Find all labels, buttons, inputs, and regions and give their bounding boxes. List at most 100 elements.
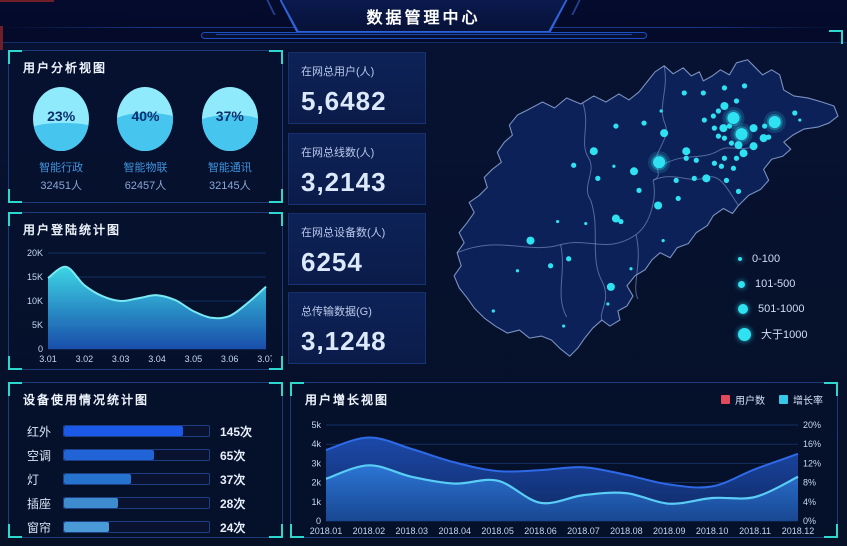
corner-decoration (269, 50, 283, 64)
gauge-count: 62457人 (124, 180, 167, 192)
gauge-group: 23% 智能行政 32451人 40% 智能物联 62457人 37% 智能通讯 32145人 (9, 79, 282, 193)
header-right-slash (571, 0, 599, 15)
svg-text:3.02: 3.02 (75, 354, 93, 364)
device-name: 窗帘 (27, 520, 52, 535)
header-underline-decoration (200, 32, 647, 39)
stat-label: 总传输数据(G) (301, 306, 372, 318)
user-gauge: 37% 智能通讯 32145人 (188, 87, 272, 193)
map-legend-row: 0-100 (738, 252, 831, 266)
legend-swatch (779, 395, 788, 404)
user-gauge: 40% 智能物联 62457人 (103, 87, 187, 193)
svg-text:5K: 5K (31, 320, 42, 330)
svg-text:0: 0 (316, 516, 321, 526)
panel-user-growth: 用户增长视图 用户数 增长率 0 0% 1k 4% 2k 8% 3k 12% 4k 16% 5k 20%… (290, 382, 838, 538)
map-legend-label: 大于1000 (761, 329, 808, 341)
map-legend-dot (738, 304, 748, 314)
red-accent-top (0, 0, 54, 2)
stat-value: 3,2143 (301, 167, 387, 197)
device-usage-row: 插座 28次 (9, 491, 282, 515)
svg-text:2018.06: 2018.06 (524, 526, 557, 536)
gauge-water-fill (201, 114, 258, 151)
legend-label: 增长率 (793, 396, 823, 407)
bar-track (63, 425, 210, 437)
gauge-circle: 23% (33, 87, 90, 151)
stat-card-online-lines: 在网总线数(人) 3,2143 (288, 133, 426, 205)
device-name: 空调 (27, 448, 52, 463)
svg-text:2018.02: 2018.02 (353, 526, 386, 536)
bar-fill (64, 522, 109, 532)
svg-text:1k: 1k (311, 497, 321, 507)
corner-decoration (8, 524, 22, 538)
panel-title: 用户分析视图 (23, 61, 108, 75)
map-svg (453, 59, 839, 357)
gauge-water-fill (33, 123, 90, 151)
stat-label: 在网总设备数(人) (301, 227, 386, 239)
map-legend-dot (738, 257, 742, 261)
svg-text:2018.07: 2018.07 (567, 526, 600, 536)
device-usage-value: 37次 (220, 472, 246, 487)
svg-text:2018.11: 2018.11 (739, 526, 771, 536)
device-usage-row: 空调 65次 (9, 443, 282, 467)
svg-text:3.03: 3.03 (111, 354, 129, 364)
header-left-slash (248, 0, 276, 15)
legend-item-rate[interactable]: 增长率 (779, 392, 823, 407)
panel-title: 用户增长视图 (305, 393, 390, 407)
device-usage-row: 窗帘 24次 (9, 515, 282, 539)
stat-value: 6254 (301, 247, 363, 277)
map-legend-row: 大于1000 (738, 327, 831, 341)
device-usage-value: 24次 (220, 520, 246, 535)
page-title: 数据管理中心 (366, 9, 481, 27)
svg-text:2018.05: 2018.05 (481, 526, 514, 536)
bar-track (63, 497, 210, 509)
gauge-label: 智能行政 (39, 162, 84, 174)
stat-label: 在网总线数(人) (301, 147, 375, 159)
svg-text:3.07: 3.07 (257, 354, 272, 364)
legend-label: 用户数 (735, 396, 765, 407)
svg-text:20K: 20K (26, 248, 42, 258)
corner-decoration (290, 382, 304, 396)
map-legend-label: 501-1000 (758, 303, 805, 315)
legend-swatch (721, 395, 730, 404)
stat-value: 3,1248 (301, 326, 387, 356)
gauge-label: 智能通讯 (207, 162, 252, 174)
device-usage-value: 28次 (220, 496, 246, 511)
corner-decoration (8, 189, 22, 203)
svg-text:3.01: 3.01 (39, 354, 57, 364)
legend-item-users[interactable]: 用户数 (721, 392, 765, 407)
device-name: 灯 (27, 472, 40, 487)
stat-card-online-devices: 在网总设备数(人) 6254 (288, 213, 426, 285)
corner-decoration (269, 212, 283, 226)
corner-decoration (269, 189, 283, 203)
map-legend-label: 0-100 (752, 253, 781, 265)
svg-text:4%: 4% (803, 497, 816, 507)
login-area-chart: 0 5K 10K 15K 20K 3.01 3.02 3.03 3.04 3.05 3.06 3.07 (26, 248, 272, 364)
device-usage-value: 65次 (220, 448, 246, 463)
svg-text:2018.03: 2018.03 (396, 526, 429, 536)
corner-decoration (824, 524, 838, 538)
bar-track (63, 449, 210, 461)
panel-user-analysis: 用户分析视图 23% 智能行政 32451人 40% 智能物联 62457人 37% 智能通讯… (8, 50, 283, 203)
region-map: 0-100 101-500 501-1000 大于1000 (430, 46, 842, 376)
header: 数据管理中心 (0, 0, 847, 50)
svg-text:15K: 15K (26, 272, 42, 282)
user-gauge: 23% 智能行政 32451人 (19, 87, 103, 193)
svg-text:2018.10: 2018.10 (696, 526, 729, 536)
gauge-percent-value: 23% (47, 108, 76, 124)
gauge-label: 智能物联 (123, 162, 168, 174)
stat-label: 在网总用户(人) (301, 66, 375, 78)
gauge-percent-value: 40% (131, 108, 160, 124)
svg-text:2018.08: 2018.08 (610, 526, 643, 536)
bar-fill (64, 498, 118, 508)
bar-fill (64, 474, 131, 484)
red-accent-left (0, 26, 3, 50)
svg-text:12%: 12% (803, 458, 821, 468)
map-district-borders (456, 65, 754, 321)
corner-decoration (269, 382, 283, 396)
panel-title: 用户登陆统计图 (23, 223, 122, 237)
corner-decoration (290, 524, 304, 538)
device-usage-bars: 红外 145次 空调 65次灯 37次 插座 28次 窗帘 24次 (9, 411, 282, 539)
svg-text:2k: 2k (311, 478, 321, 488)
gauge-water-fill (117, 112, 174, 151)
svg-text:3.04: 3.04 (148, 354, 166, 364)
device-usage-value: 145次 (220, 424, 253, 439)
